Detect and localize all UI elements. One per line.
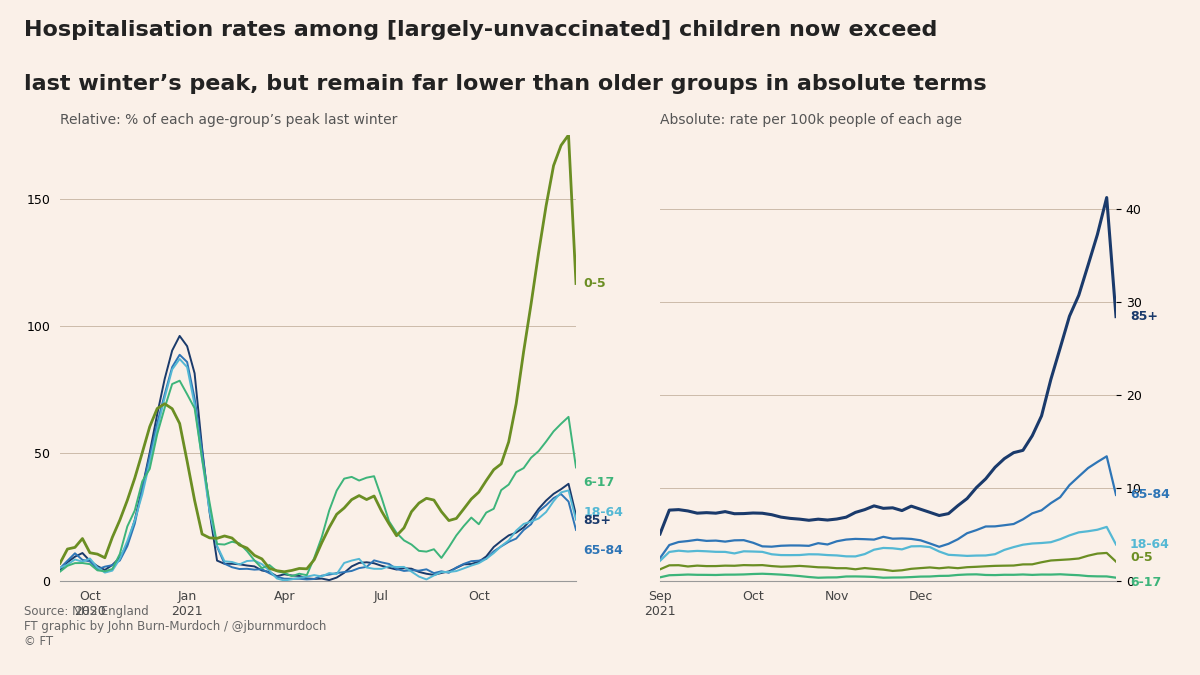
- Text: last winter’s peak, but remain far lower than older groups in absolute terms: last winter’s peak, but remain far lower…: [24, 74, 986, 94]
- Text: 0-5: 0-5: [583, 277, 606, 290]
- Text: 85+: 85+: [583, 514, 612, 526]
- Text: 6-17: 6-17: [1130, 576, 1162, 589]
- Text: 6-17: 6-17: [583, 476, 614, 489]
- Text: Relative: % of each age-group’s peak last winter: Relative: % of each age-group’s peak las…: [60, 113, 397, 127]
- Text: Absolute: rate per 100k people of each age: Absolute: rate per 100k people of each a…: [660, 113, 962, 127]
- Text: Source: NHS England
FT graphic by John Burn-Murdoch / @jburnmurdoch
© FT: Source: NHS England FT graphic by John B…: [24, 605, 326, 648]
- Text: 85+: 85+: [1130, 310, 1158, 323]
- Text: 65-84: 65-84: [1130, 489, 1170, 502]
- Text: 0-5: 0-5: [1130, 551, 1152, 564]
- Text: 18-64: 18-64: [583, 506, 623, 518]
- Text: 18-64: 18-64: [1130, 538, 1170, 551]
- Text: Hospitalisation rates among [largely-unvaccinated] children now exceed: Hospitalisation rates among [largely-unv…: [24, 20, 937, 40]
- Text: 65-84: 65-84: [583, 544, 623, 557]
